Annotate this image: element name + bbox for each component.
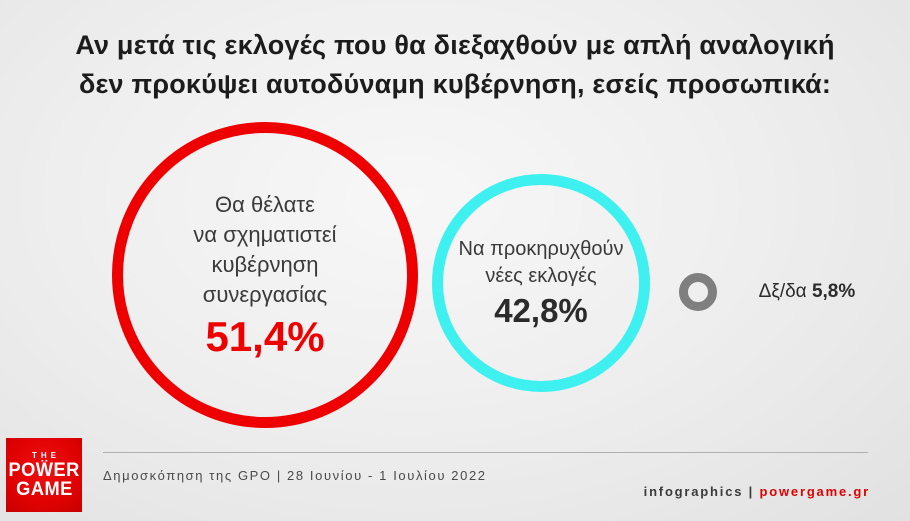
cooperation-bubble-value: 51,4%: [205, 312, 325, 360]
page-title: Αν μετά τις εκλογές που θα διεξαχθούν με…: [75, 30, 835, 99]
dont-know-label: Δξ/δα 5,8%: [728, 259, 856, 325]
footer-divider: [103, 452, 868, 453]
powergame-link: powergame.gr: [759, 484, 870, 499]
logo-text-power: POẄER: [8, 460, 80, 481]
new-elections-bubble: Να προκηρυχθούν νέες εκλογές 42,8%: [432, 174, 650, 392]
powergame-logo: THE POẄER GAME: [6, 438, 82, 512]
dont-know-group: Δξ/δα 5,8%: [679, 259, 855, 325]
cooperation-bubble-label: Θα θέλατε να σχηματιστεί κυβέρνηση συνερ…: [193, 191, 337, 307]
dont-know-ring-icon: [679, 273, 717, 311]
dont-know-label-text: Δξ/δα: [758, 281, 812, 302]
credits-text: infographics | powergame.gr: [622, 469, 870, 514]
logo-text-the: THE: [32, 451, 60, 460]
dont-know-value: 5,8%: [811, 281, 856, 302]
cooperation-bubble: Θα θέλατε να σχηματιστεί κυβέρνηση συνερ…: [112, 122, 418, 428]
new-elections-bubble-label: Να προκηρυχθούν νέες εκλογές: [458, 238, 624, 287]
credits-prefix: infographics |: [643, 484, 760, 499]
new-elections-bubble-value: 42,8%: [494, 292, 588, 329]
logo-text-game: GAME: [15, 479, 73, 500]
poll-source-text: Δημοσκόπηση της GPO | 28 Ιουνίου - 1 Ιου…: [103, 468, 487, 483]
